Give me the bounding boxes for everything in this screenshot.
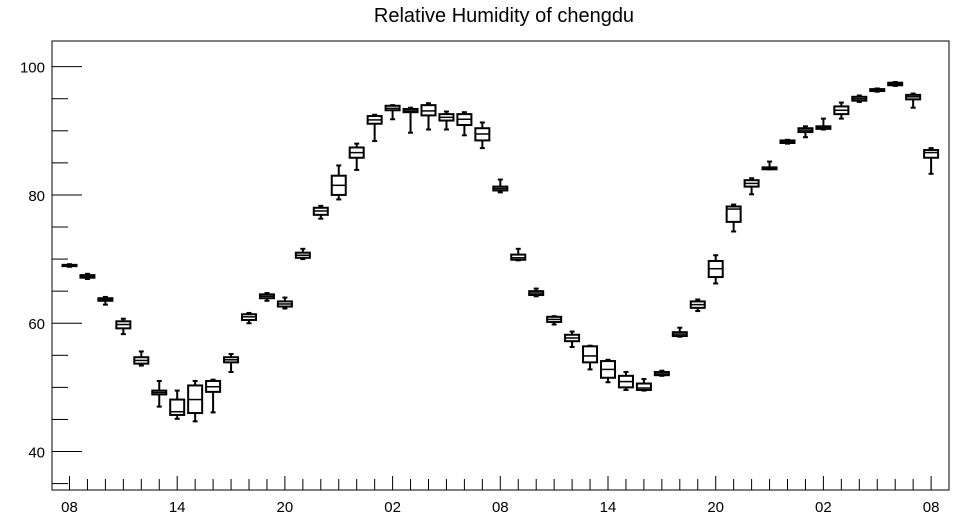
box-hour-11 [258, 292, 275, 302]
box-hour-39 [761, 160, 778, 171]
x-tick-label: 08 [923, 499, 940, 516]
box-hour-26 [528, 287, 545, 298]
box-hour-45 [869, 87, 886, 93]
x-tick-label: 20 [277, 499, 294, 516]
box-hour-28 [564, 330, 581, 348]
box-hour-23 [474, 121, 491, 150]
box-hour-34 [671, 326, 688, 338]
box-hour-37 [725, 203, 742, 233]
box-hour-33 [653, 369, 670, 377]
x-tick-label: 02 [815, 499, 832, 516]
box-hour-38 [743, 177, 760, 196]
box-hour-1 [79, 272, 96, 280]
box-series [61, 81, 940, 423]
box-hour-13 [294, 247, 311, 261]
y-tick-label: 40 [28, 445, 45, 462]
box-hour-2 [97, 295, 114, 306]
box-hour-22 [456, 111, 473, 137]
box-hour-12 [276, 296, 293, 310]
x-tick-label: 14 [600, 499, 617, 516]
box-hour-9 [223, 353, 240, 373]
box-hour-41 [797, 125, 814, 139]
box-hour-42 [815, 117, 832, 131]
box-hour-10 [241, 311, 257, 325]
box-hour-47 [905, 92, 922, 109]
x-tick-label: 14 [169, 499, 186, 516]
box-hour-18 [384, 104, 401, 121]
box-hour-8 [205, 378, 222, 414]
box-hour-15 [330, 164, 347, 201]
x-tick-label: 20 [707, 499, 724, 516]
y-tick-label: 80 [28, 188, 45, 205]
box-hour-30 [600, 358, 616, 384]
box-iqr [635, 382, 652, 391]
box-hour-48 [923, 147, 940, 175]
box-hour-7 [187, 379, 204, 423]
box-hour-20 [420, 102, 437, 131]
box-hour-3 [115, 317, 132, 336]
x-axis: 08 14 20 02 08 14 20 02 08 [61, 476, 939, 516]
chart-title: Relative Humidity of chengdu [374, 5, 634, 27]
box-hour-24 [492, 178, 509, 194]
box-iqr [923, 149, 940, 159]
box-hour-5 [151, 379, 168, 408]
box-hour-16 [348, 142, 365, 171]
box-hour-14 [312, 204, 329, 220]
box-hour-46 [887, 81, 904, 87]
box-hour-36 [707, 254, 724, 285]
box-hour-31 [617, 370, 634, 391]
box-hour-25 [510, 247, 527, 262]
box-iqr [725, 205, 742, 223]
box-hour-6 [169, 389, 186, 420]
box-hour-44 [851, 94, 868, 103]
box-hour-21 [438, 110, 455, 131]
box-hour-32 [635, 378, 652, 392]
plot-frame [51, 40, 950, 491]
box-hour-29 [582, 344, 599, 371]
x-tick-label: 08 [61, 499, 78, 516]
box-iqr [169, 398, 186, 416]
box-hour-4 [133, 350, 150, 367]
box-iqr [582, 345, 599, 364]
box-hour-19 [402, 106, 419, 134]
box-hour-0 [61, 263, 78, 268]
y-axis: 40 60 80 100 [20, 60, 82, 485]
x-tick-label: 08 [492, 499, 509, 516]
box-hour-27 [546, 315, 563, 326]
box-hour-40 [779, 138, 796, 145]
box-hour-35 [689, 298, 706, 313]
box-hour-17 [366, 113, 383, 143]
x-tick-label: 02 [384, 499, 401, 516]
y-tick-label: 100 [20, 60, 45, 77]
y-tick-label: 60 [28, 316, 45, 333]
box-hour-43 [833, 101, 850, 120]
